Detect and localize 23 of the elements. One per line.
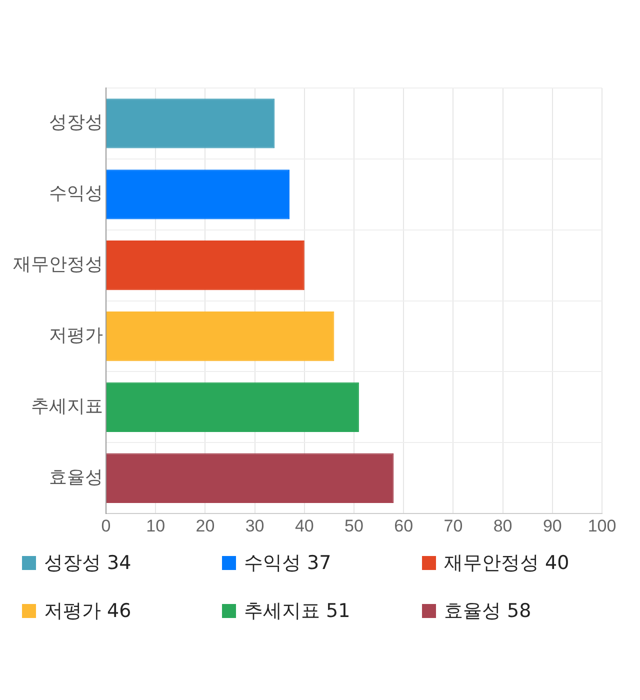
y-tick-label: 수익성 (49, 183, 103, 204)
x-tick-label: 70 (444, 516, 463, 536)
y-tick-label: 성장성 (49, 112, 103, 134)
legend-label: 효율성 58 (444, 599, 532, 624)
y-tick-label: 효율성 (49, 466, 103, 488)
legend-label: 추세지표 51 (244, 599, 350, 624)
x-tick-label: 90 (542, 516, 562, 536)
legend-label: 재무안정성 40 (444, 551, 570, 576)
x-tick-label: 60 (394, 516, 414, 536)
x-tick-label: 30 (245, 516, 264, 536)
x-tick-label: 50 (344, 516, 364, 536)
x-tick-label: 20 (196, 516, 215, 536)
legend-label: 저평가 46 (44, 599, 132, 624)
x-tick-label: 10 (146, 516, 166, 536)
y-tick-label: 추세지표 (31, 396, 103, 417)
x-tick-label: 40 (294, 516, 314, 536)
y-tick-label: 재무안정성 (13, 254, 103, 276)
x-tick-label: 80 (493, 516, 512, 536)
y-tick-label: 저평가 (49, 324, 103, 346)
legend-label: 성장성 34 (44, 551, 132, 576)
x-tick-label: 0 (101, 516, 111, 536)
legend-label: 수익성 37 (244, 551, 332, 576)
x-tick-label: 100 (588, 516, 616, 536)
